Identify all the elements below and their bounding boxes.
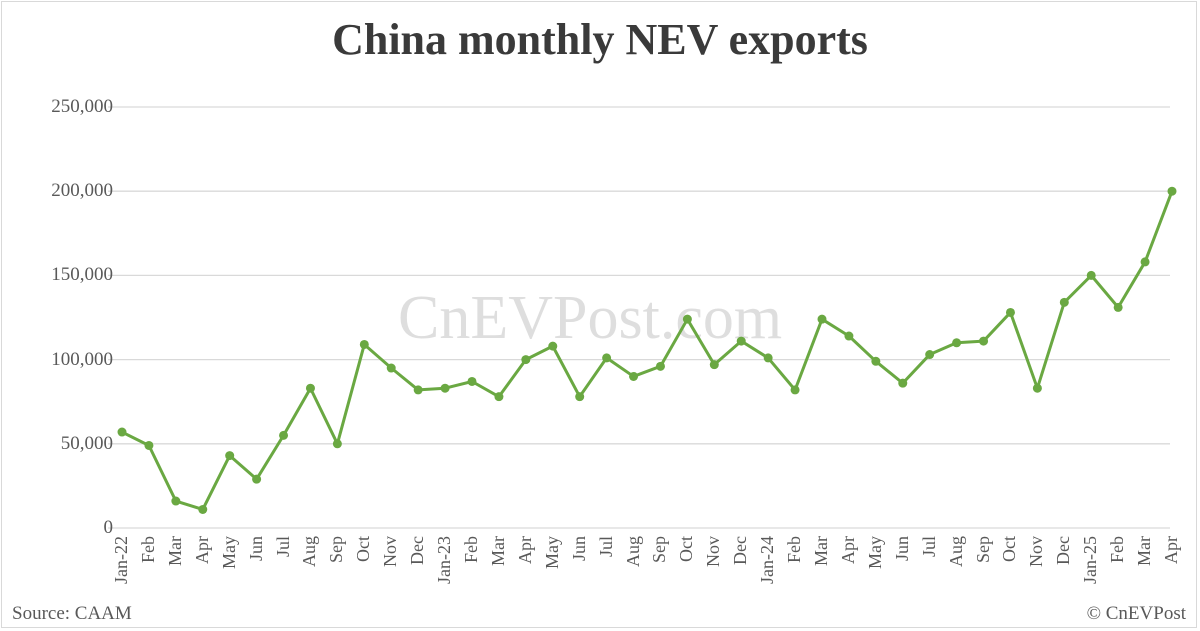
x-tick-label: Jan-22 — [111, 536, 131, 584]
data-point — [655, 361, 665, 371]
gridlines — [108, 106, 1170, 529]
x-tick-label: Nov — [703, 536, 724, 567]
data-point — [736, 336, 746, 346]
data-point — [198, 504, 208, 514]
x-tick-label: Jul — [272, 536, 293, 558]
watermark: CnEVPost.com — [398, 284, 783, 352]
data-point — [386, 363, 396, 373]
source-note: Source: CAAM — [12, 603, 132, 624]
data-point — [171, 496, 181, 506]
data-point — [548, 341, 558, 351]
x-tick-label: Aug — [299, 536, 320, 567]
data-point — [144, 440, 154, 450]
data-point — [225, 451, 235, 461]
x-tick-label: Feb — [784, 536, 805, 563]
x-tick-label: Mar — [164, 536, 185, 566]
x-tick-label: Jun — [891, 536, 912, 562]
data-point — [629, 371, 639, 381]
data-point — [1167, 186, 1177, 196]
x-tick-label: Jun — [568, 536, 589, 562]
data-point — [279, 430, 289, 440]
x-tick-label: Mar — [811, 536, 831, 566]
x-tick-label: Jun — [245, 536, 266, 562]
data-point — [871, 356, 881, 366]
x-tick-label: May — [541, 536, 562, 569]
x-tick-label: Sep — [649, 536, 670, 563]
x-tick-label: Feb — [137, 536, 158, 563]
data-point — [898, 378, 908, 388]
copyright-note: © CnEVPost — [1086, 603, 1186, 624]
x-tick-label: Mar — [487, 536, 508, 566]
data-point — [332, 439, 342, 449]
data-point — [1086, 270, 1096, 280]
data-point — [575, 392, 585, 402]
x-tick-label: Nov — [1026, 536, 1047, 567]
x-tick-label: Apr — [837, 536, 858, 564]
x-tick-label: Jan-24 — [757, 536, 778, 584]
data-point — [682, 314, 692, 324]
x-tick-label: Jul — [595, 536, 616, 558]
x-tick-label: Aug — [945, 536, 966, 567]
data-point — [494, 392, 504, 402]
x-tick-label: May — [864, 536, 885, 569]
x-tick-label: Dec — [730, 536, 751, 565]
data-point — [952, 338, 962, 348]
data-point — [1059, 297, 1069, 307]
y-tick-label: 100,000 — [51, 348, 113, 370]
x-tick-label: Feb — [461, 536, 481, 563]
data-point — [763, 353, 773, 363]
x-tick-label: Dec — [1053, 536, 1074, 565]
data-point — [252, 474, 262, 484]
data-point — [521, 355, 531, 365]
x-tick-label: Mar — [1134, 536, 1155, 566]
data-line — [121, 190, 1174, 511]
x-tick-label: Jul — [918, 536, 939, 558]
data-point — [117, 427, 127, 437]
data-point — [467, 376, 477, 386]
data-markers — [117, 186, 1177, 514]
data-point — [925, 350, 935, 360]
x-tick-label: Dec — [407, 536, 428, 565]
data-point — [413, 385, 423, 395]
chart-title: China monthly NEV exports — [332, 15, 868, 64]
data-point — [1032, 383, 1042, 393]
x-tick-label: Apr — [191, 536, 212, 564]
data-point — [1113, 302, 1123, 312]
x-tick-label: Apr — [514, 536, 535, 564]
x-tick-label: Sep — [326, 536, 347, 563]
data-point — [790, 385, 800, 395]
x-tick-label: Oct — [999, 536, 1020, 562]
y-tick-label: 150,000 — [51, 264, 113, 286]
x-tick-label: Jan-25 — [1080, 536, 1101, 584]
x-tick-label: Oct — [676, 536, 697, 562]
x-tick-label: May — [218, 536, 239, 569]
x-tick-label: Apr — [1161, 536, 1181, 564]
data-point — [359, 339, 369, 349]
y-tick-label: 250,000 — [51, 96, 113, 117]
y-tick-label: 50,000 — [60, 432, 113, 454]
x-tick-label: Nov — [380, 536, 401, 567]
data-point — [1005, 307, 1015, 317]
data-point — [709, 360, 719, 370]
x-tick-label: Oct — [353, 536, 374, 562]
y-tick-label: 200,000 — [51, 180, 113, 202]
data-point — [844, 331, 854, 341]
data-point — [602, 353, 612, 363]
x-tick-label: Sep — [972, 536, 993, 563]
y-tick-label: 0 — [103, 517, 114, 538]
x-tick-label: Jan-23 — [434, 536, 455, 584]
data-point — [817, 314, 827, 324]
x-tick-label: Feb — [1107, 536, 1128, 563]
x-tick-label: Aug — [622, 536, 643, 567]
data-point — [979, 336, 989, 346]
data-point — [1140, 257, 1150, 267]
data-point — [440, 383, 450, 393]
data-point — [305, 383, 315, 393]
